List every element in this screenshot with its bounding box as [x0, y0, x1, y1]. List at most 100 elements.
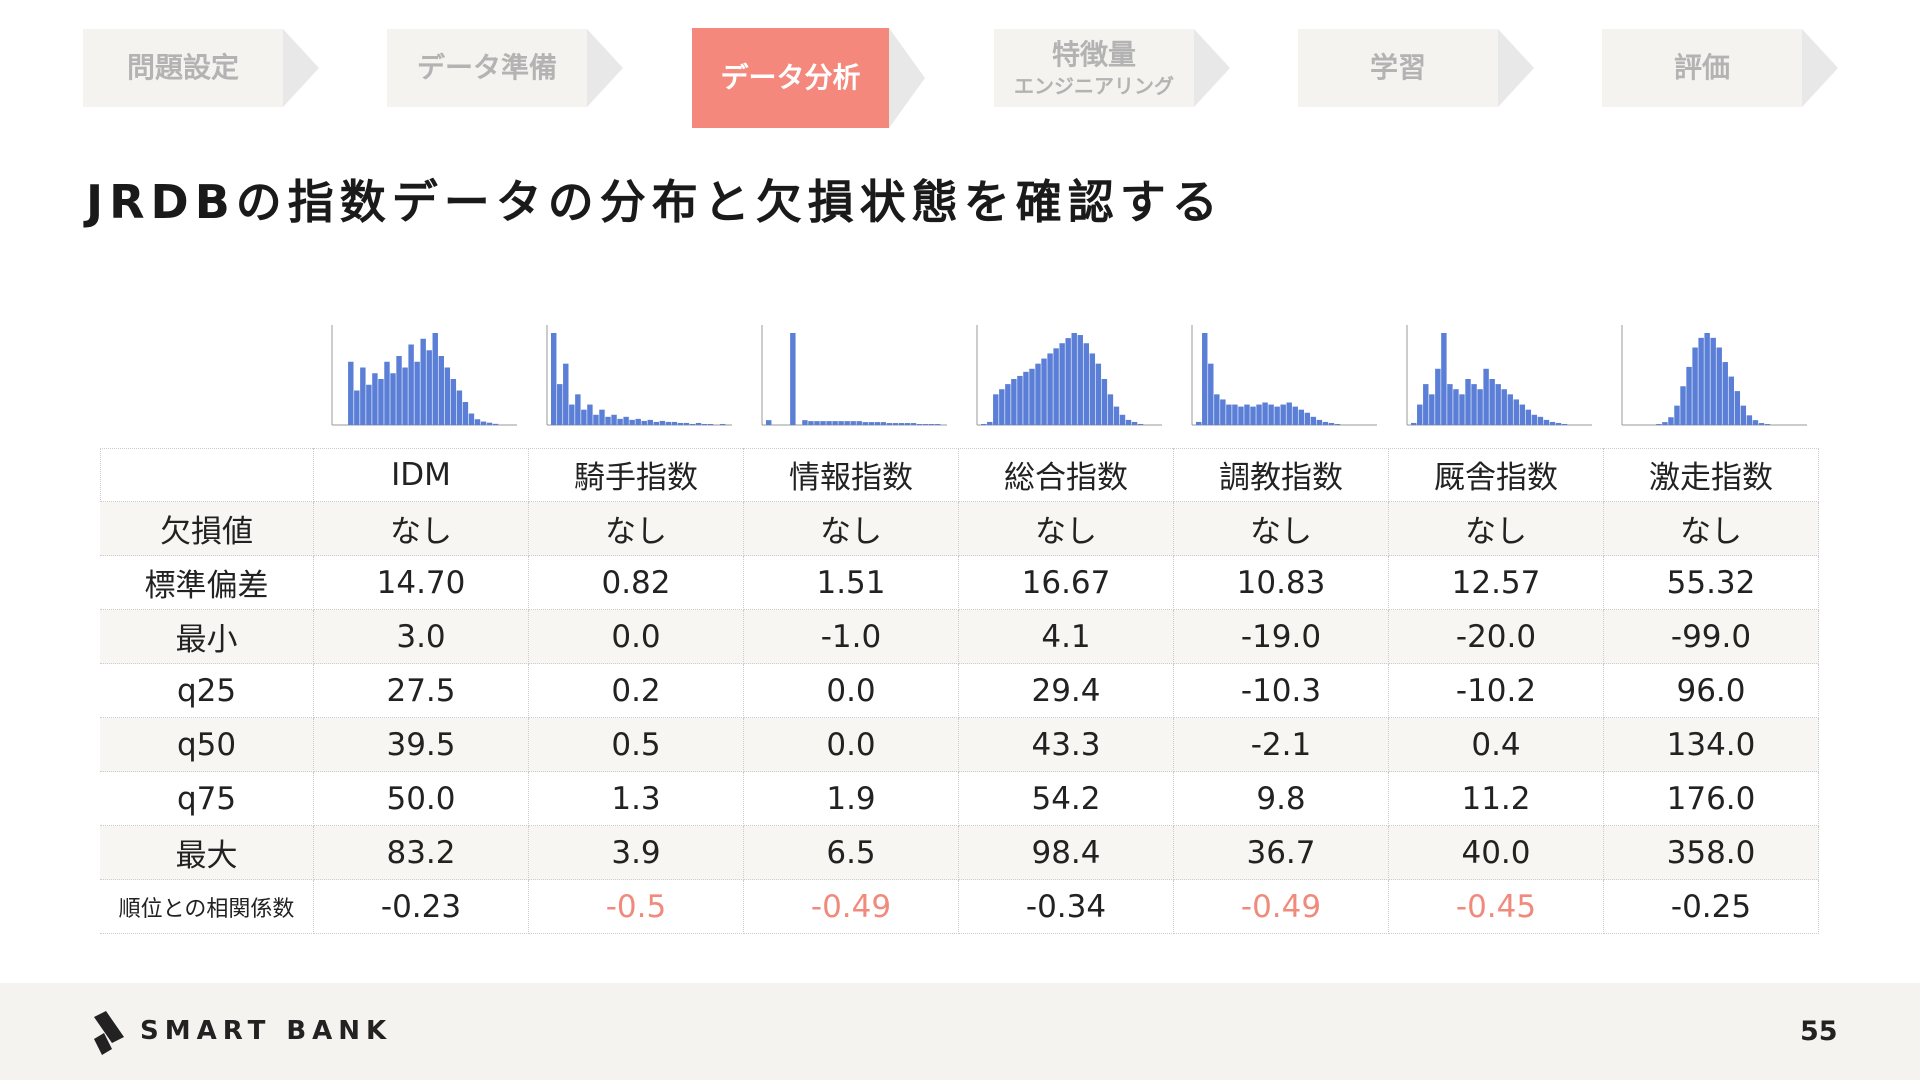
hist-bar — [922, 424, 929, 425]
hist-bar — [999, 389, 1005, 425]
table-cell: なし — [529, 502, 744, 556]
nav-label: 学習 — [1369, 50, 1426, 84]
table-cell: -1.0 — [744, 610, 959, 664]
hist-bar — [647, 419, 653, 425]
hist-bar — [1125, 419, 1132, 425]
hist-bar — [1083, 343, 1089, 425]
nav-arrow — [1802, 29, 1838, 107]
hist-bar — [814, 421, 820, 425]
hist-bar — [1531, 414, 1538, 425]
hist-bar — [1561, 423, 1568, 425]
hist-bar — [874, 422, 881, 425]
hist-bar — [910, 423, 917, 425]
table-cell: -0.5 — [529, 880, 744, 934]
hist-bar — [462, 402, 469, 425]
hist-bar — [677, 422, 684, 425]
hist-bar — [1435, 368, 1441, 425]
hist-bar — [1256, 404, 1262, 425]
nav-arrow — [587, 29, 623, 107]
nav-arrow — [889, 28, 925, 128]
hist-bar — [1029, 368, 1035, 425]
table-cell: 12.57 — [1389, 556, 1604, 610]
row-label: 標準偏差 — [100, 556, 314, 610]
hist-bar — [1441, 333, 1447, 425]
table-cell: 1.51 — [744, 556, 959, 610]
table-cell: 14.70 — [314, 556, 529, 610]
hist-bar — [993, 394, 999, 425]
hist-bar — [1137, 423, 1144, 425]
table-cell: 0.82 — [529, 556, 744, 610]
hist-bar — [575, 394, 581, 425]
hist-bar — [868, 422, 874, 425]
hist-bar — [1023, 371, 1029, 425]
hist-bar — [1459, 394, 1465, 425]
row-label: 欠損値 — [100, 502, 314, 556]
hist-bar — [1316, 419, 1323, 425]
hist-bar — [432, 333, 438, 425]
row-label: q25 — [100, 664, 314, 718]
hist-bar — [474, 419, 481, 425]
hist-bar — [1549, 421, 1556, 425]
nav-step: データ分析 — [692, 28, 889, 128]
hist-bar — [1495, 384, 1501, 425]
hist-bar — [587, 404, 593, 425]
hist-bar — [486, 422, 493, 425]
hist-bar — [1704, 333, 1710, 425]
nav-step: 学習 — [1298, 29, 1498, 107]
hist-bar — [1668, 417, 1674, 425]
table-cell: なし — [1389, 502, 1604, 556]
hist-bar — [1011, 379, 1017, 425]
hist-bar — [1250, 406, 1256, 425]
nav-step: 特徴量 エンジニアリング — [994, 29, 1194, 107]
hist-bar — [492, 423, 499, 425]
hist-bar — [557, 384, 563, 425]
table-cell: 54.2 — [959, 772, 1174, 826]
histograms — [283, 28, 1838, 426]
hist-bar — [623, 416, 629, 425]
nav-arrow — [1194, 29, 1230, 107]
hist-bar — [826, 421, 832, 425]
row-label: q50 — [100, 718, 314, 772]
footer: SMART BANK 55 — [0, 983, 1920, 1080]
hist-bar — [1483, 368, 1489, 425]
table-cell: 0.5 — [529, 718, 744, 772]
table-cell: 4.1 — [959, 610, 1174, 664]
hist-bar — [1214, 394, 1220, 425]
hist-bar — [1304, 412, 1311, 425]
table-cell: 0.4 — [1389, 718, 1604, 772]
hist-bar — [1047, 353, 1053, 425]
hist-bar — [1722, 362, 1728, 425]
hist-bar — [683, 422, 690, 425]
hist-bar — [1662, 422, 1668, 425]
hist-bar — [1680, 386, 1686, 425]
table-cell: -0.23 — [314, 880, 529, 934]
hist-bar — [1244, 404, 1250, 425]
hist-bar — [1226, 404, 1232, 425]
table-cell: 29.4 — [959, 664, 1174, 718]
hist-bar — [1101, 379, 1108, 425]
row-label: q75 — [100, 772, 314, 826]
table-cell: 50.0 — [314, 772, 529, 826]
table-cell: -99.0 — [1604, 610, 1819, 664]
header-cell: 情報指数 — [744, 448, 959, 502]
hist-bar — [701, 423, 708, 425]
hist-bar — [384, 361, 390, 425]
table-cell: -0.49 — [1174, 880, 1389, 934]
table-cell: 0.0 — [744, 664, 959, 718]
hist-bar — [635, 418, 641, 425]
hist-bar — [1716, 347, 1722, 425]
table-cell: 1.3 — [529, 772, 744, 826]
hist-bar — [593, 414, 599, 425]
table-cell: なし — [1174, 502, 1389, 556]
hist-bar — [1232, 404, 1238, 425]
hist-bar — [1489, 379, 1495, 425]
hist-bar — [1477, 389, 1483, 425]
table-cell: -19.0 — [1174, 610, 1389, 664]
hist-bar — [1513, 399, 1519, 425]
hist-bar — [934, 424, 941, 425]
hist-bar — [707, 423, 714, 425]
table-cell: 96.0 — [1604, 664, 1819, 718]
table-cell: 36.7 — [1174, 826, 1389, 880]
hist-bar — [1686, 366, 1692, 425]
